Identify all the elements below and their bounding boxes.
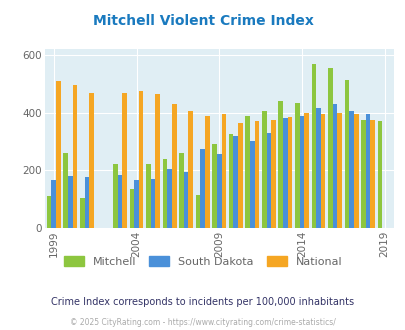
Bar (353, 114, 358, 228)
Bar (179, 153, 183, 228)
Bar (370, 120, 374, 228)
Bar (237, 123, 242, 228)
Bar (315, 109, 320, 228)
Bar (294, 103, 299, 228)
Bar (360, 120, 365, 228)
Bar (261, 111, 266, 228)
Text: © 2025 CityRating.com - https://www.cityrating.com/crime-statistics/: © 2025 CityRating.com - https://www.city… (70, 318, 335, 327)
Bar (84, 178, 89, 228)
Bar (216, 154, 221, 228)
Bar (303, 113, 308, 228)
Bar (80, 198, 84, 228)
Bar (188, 111, 193, 228)
Bar (171, 104, 176, 228)
Bar (320, 114, 325, 228)
Bar (89, 93, 94, 228)
Bar (337, 113, 341, 228)
Bar (377, 121, 382, 228)
Text: Mitchell Violent Crime Index: Mitchell Violent Crime Index (92, 15, 313, 28)
Bar (167, 169, 171, 228)
Bar (221, 114, 226, 228)
Bar (348, 111, 353, 228)
Bar (271, 120, 275, 228)
Bar (299, 115, 303, 228)
Bar (162, 159, 167, 228)
Bar (311, 64, 315, 228)
Bar (287, 117, 292, 228)
Legend: Mitchell, South Dakota, National: Mitchell, South Dakota, National (63, 256, 342, 267)
Bar (72, 85, 77, 228)
Bar (282, 118, 287, 228)
Text: Crime Index corresponds to incidents per 100,000 inhabitants: Crime Index corresponds to incidents per… (51, 297, 354, 307)
Bar (51, 180, 56, 228)
Bar (228, 134, 233, 228)
Bar (113, 164, 117, 228)
Bar (47, 196, 51, 228)
Bar (117, 175, 122, 228)
Bar (129, 189, 134, 228)
Bar (278, 101, 282, 228)
Bar (146, 164, 150, 228)
Bar (68, 176, 72, 228)
Bar (56, 81, 61, 228)
Bar (332, 104, 337, 228)
Bar (365, 114, 370, 228)
Bar (233, 136, 237, 228)
Bar (139, 91, 143, 228)
Bar (155, 94, 160, 228)
Bar (266, 133, 271, 228)
Bar (134, 180, 139, 228)
Bar (205, 115, 209, 228)
Bar (245, 115, 249, 228)
Bar (254, 121, 259, 228)
Bar (195, 195, 200, 228)
Bar (344, 80, 348, 228)
Bar (150, 179, 155, 228)
Bar (212, 144, 216, 228)
Bar (249, 142, 254, 228)
Bar (183, 172, 188, 228)
Bar (63, 153, 68, 228)
Bar (200, 148, 205, 228)
Bar (327, 68, 332, 228)
Bar (122, 93, 127, 228)
